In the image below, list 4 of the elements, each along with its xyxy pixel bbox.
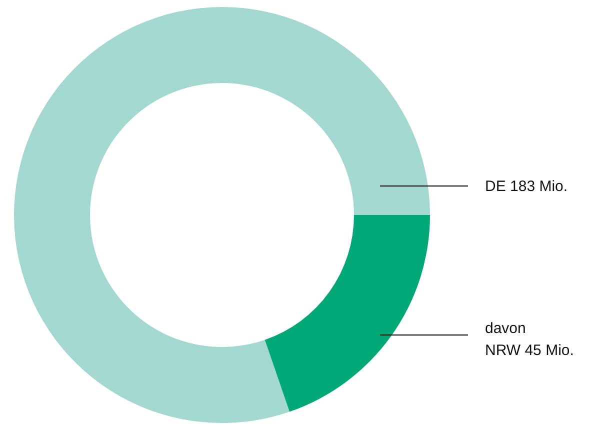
- donut-slice: [14, 7, 430, 423]
- slice-label: davon NRW 45 Mio.: [485, 320, 574, 359]
- donut-slice: [264, 215, 430, 412]
- slice-label: DE 183 Mio.: [485, 178, 568, 195]
